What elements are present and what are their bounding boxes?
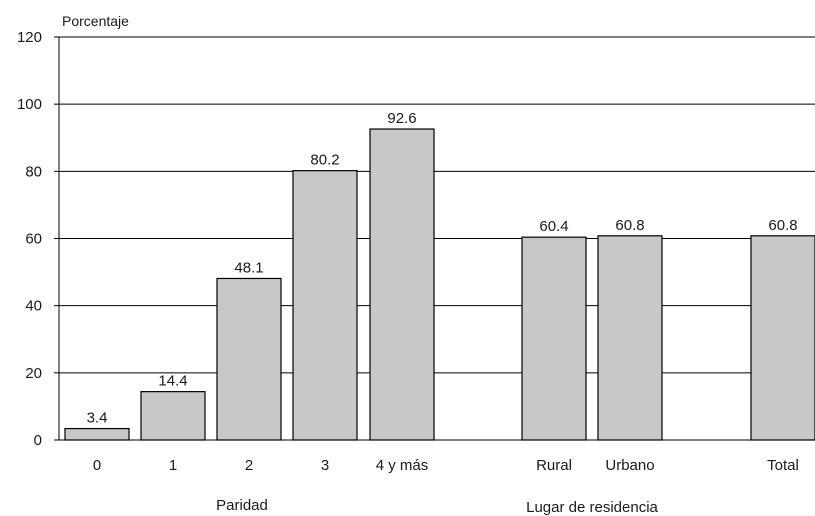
y-tick-label-80: 80 (25, 163, 42, 180)
bar-7 (597, 235, 663, 441)
category-label-2: 1 (169, 457, 177, 474)
data-label-6: 60.4 (539, 218, 568, 235)
labels: 0 20 40 60 80 100 120 3.4 0 14.4 1 48.1 2 80.2 3 92.6 4 … (17, 29, 799, 516)
data-label-1: 3.4 (87, 410, 108, 427)
category-label-7: Urbano (605, 457, 654, 474)
category-label-8: Total (767, 457, 799, 474)
category-label-3: 2 (245, 457, 253, 474)
y-tick-label-100: 100 (17, 96, 42, 113)
y-tick-label-0: 0 (34, 432, 42, 449)
bar-8 (750, 235, 815, 441)
data-label-7: 60.8 (615, 217, 644, 234)
bar-4 (292, 170, 358, 441)
y-tick-label-120: 120 (17, 29, 42, 46)
y-tick-label-20: 20 (25, 365, 42, 382)
data-label-2: 14.4 (158, 373, 187, 390)
group-label-2: Lugar de residencia (526, 499, 658, 516)
data-label-8: 60.8 (768, 217, 797, 234)
bar-6 (521, 236, 587, 441)
bar-5 (369, 128, 435, 441)
axes (54, 36, 815, 441)
bar-2 (140, 391, 206, 441)
data-label-3: 48.1 (234, 259, 263, 276)
category-label-5: 4 y más (376, 457, 429, 474)
bars (64, 128, 815, 441)
category-label-4: 3 (321, 457, 329, 474)
bar-3 (216, 277, 282, 441)
y-axis-label: Porcentaje (62, 13, 129, 29)
data-label-4: 80.2 (310, 152, 339, 169)
category-label-1: 0 (93, 457, 101, 474)
data-label-5: 92.6 (387, 110, 416, 127)
bar-1 (64, 427, 130, 441)
group-label-1: Paridad (216, 497, 268, 514)
y-tick-label-40: 40 (25, 298, 42, 315)
gridlines (59, 36, 815, 374)
category-label-6: Rural (536, 457, 572, 474)
y-tick-label-60: 60 (25, 231, 42, 248)
